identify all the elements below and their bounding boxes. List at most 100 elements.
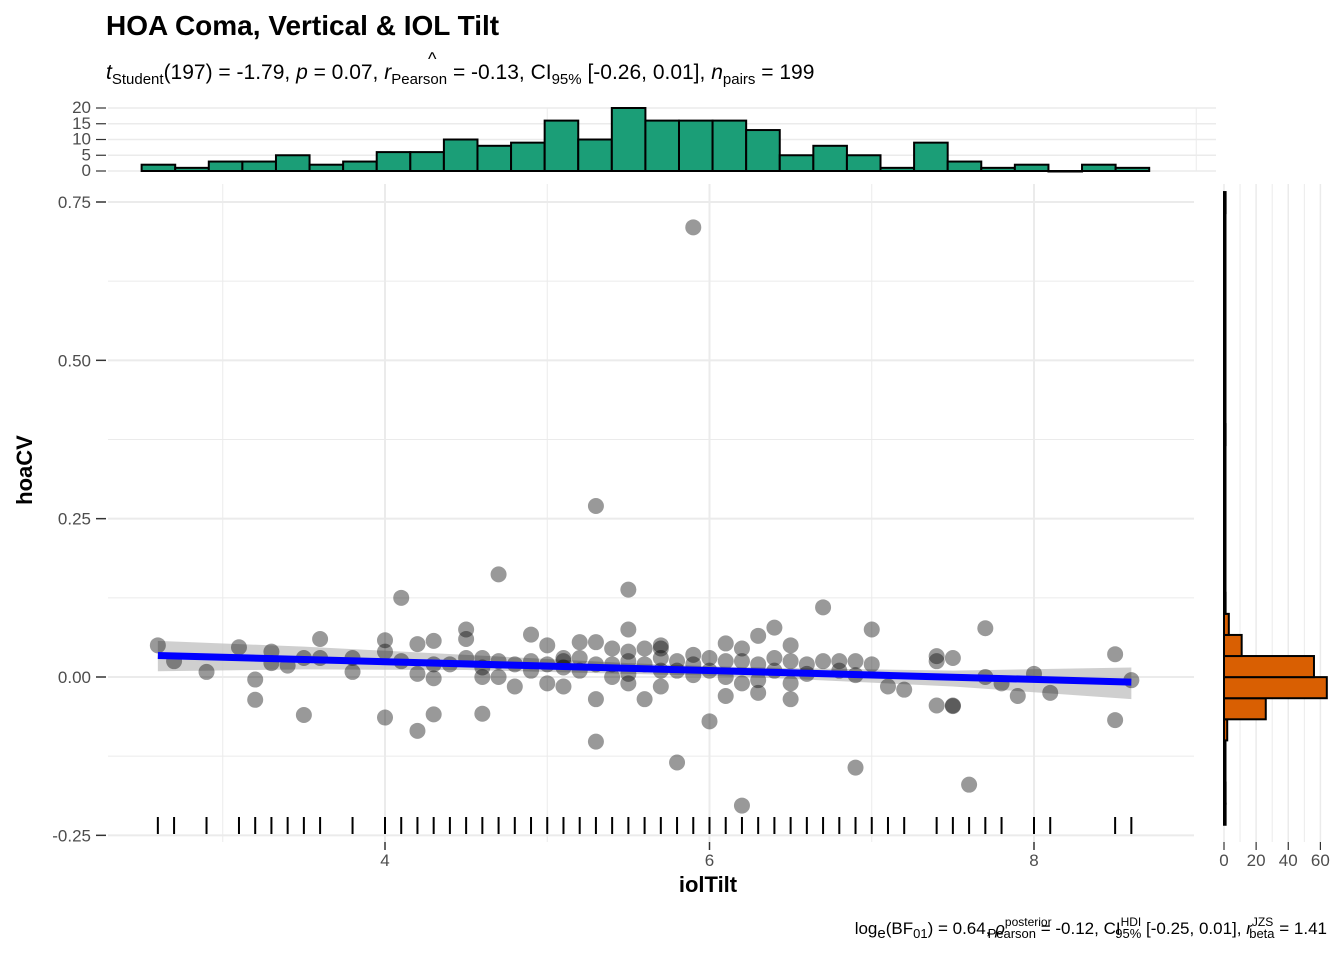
data-point [425,632,442,649]
y-tick-label: 0.25 [58,510,91,529]
y-hist-bar [1223,697,1267,721]
data-point [312,631,329,647]
data-point [247,691,264,708]
y-tick-label: 0.75 [58,193,91,212]
data-point [782,653,799,670]
data-point [587,733,604,750]
x-hist-bar [778,154,815,172]
y-hist-bar [1223,254,1227,278]
data-point [815,599,832,616]
x-hist-bar [140,163,177,172]
data-point [685,219,702,236]
data-point [782,691,799,708]
x-hist-bar [644,119,680,172]
y-hist-bar [1223,191,1227,215]
fit-line [157,651,1132,686]
data-point [539,637,556,654]
data-point [863,656,880,673]
y-hist-bar [1223,507,1227,531]
data-point [847,759,864,776]
y-tick-label: 0.00 [58,668,91,687]
y-hist-bar [1223,760,1227,784]
data-point [620,643,637,660]
data-point [393,589,410,606]
data-point [377,643,393,660]
data-point [555,650,572,666]
y-hist-bar [1223,317,1227,341]
x-hist-bar [207,160,244,173]
y-hist-tick-label: 40 [1279,851,1298,870]
data-point [604,640,621,657]
y-axis-title: hoaCV [12,435,37,505]
data-point [636,691,653,708]
data-point [474,669,491,685]
scatter-points [149,219,1140,814]
y-hist-bar [1223,781,1227,805]
data-point [458,621,475,638]
y-hist-bar [1223,676,1328,700]
data-point [685,646,702,663]
x-rug [156,817,1133,834]
data-point [409,722,426,739]
x-hist-bar [442,138,479,172]
data-point [977,620,994,637]
data-point [377,632,393,649]
x-tick-label: 4 [380,851,389,870]
data-point [896,681,913,698]
y-hist-bar [1223,718,1229,742]
x-hist-bar [913,141,949,172]
y-hist-bar [1223,423,1227,447]
y-hist-bar [1223,633,1243,658]
data-point [587,634,604,651]
data-point [539,675,556,692]
data-point [506,678,523,695]
data-point [928,653,945,670]
y-hist-bar [1223,338,1227,362]
data-point [944,650,961,666]
chart-caption: loge(BF01) = 0.64, ρposterior Pearson = -… [855,915,1327,942]
regression-line [157,651,1132,686]
data-point [944,698,961,715]
data-point [701,650,718,666]
data-point [928,648,945,665]
y-hist-bar [1223,739,1227,763]
data-point [733,675,750,692]
data-point [782,675,799,692]
y-hist-bar [1223,275,1227,299]
y-hist-tick-label: 60 [1311,851,1330,870]
data-point [1107,712,1124,729]
y-hist-bar [1223,486,1227,510]
data-point [652,637,669,654]
data-point [669,653,686,670]
y-hist-bar [1223,359,1227,383]
data-point [571,634,588,651]
x-hist-bar [409,151,445,173]
y-marginal-histogram: 0 20 40 60 [1219,184,1330,870]
data-point [636,640,653,657]
data-point [474,705,491,722]
data-point [717,635,734,652]
y-hist-tick-label: 0 [1219,851,1228,870]
x-hist-bar [476,144,513,173]
x-hist-bar [577,138,613,172]
x-hist-bar [1013,163,1050,172]
x-hist-tick-label: 0 [82,161,91,180]
y-hist-bar [1223,380,1227,404]
data-point [798,656,815,673]
x-hist-bar [745,129,781,173]
x-hist-bar [342,160,378,173]
data-point [230,639,247,656]
y-hist-bar [1223,401,1227,426]
data-point [490,669,507,685]
x-hist-bar [1047,170,1084,173]
subtitle-r-hat: ^ [428,49,437,69]
y-hist-bar [1223,444,1227,468]
data-point [701,713,718,730]
data-point [523,626,540,643]
data-point [571,650,588,666]
x-hist-bar [946,160,983,173]
x-hist-bar [879,166,916,173]
data-point [652,650,669,666]
data-point [409,665,426,682]
data-point [620,675,637,692]
